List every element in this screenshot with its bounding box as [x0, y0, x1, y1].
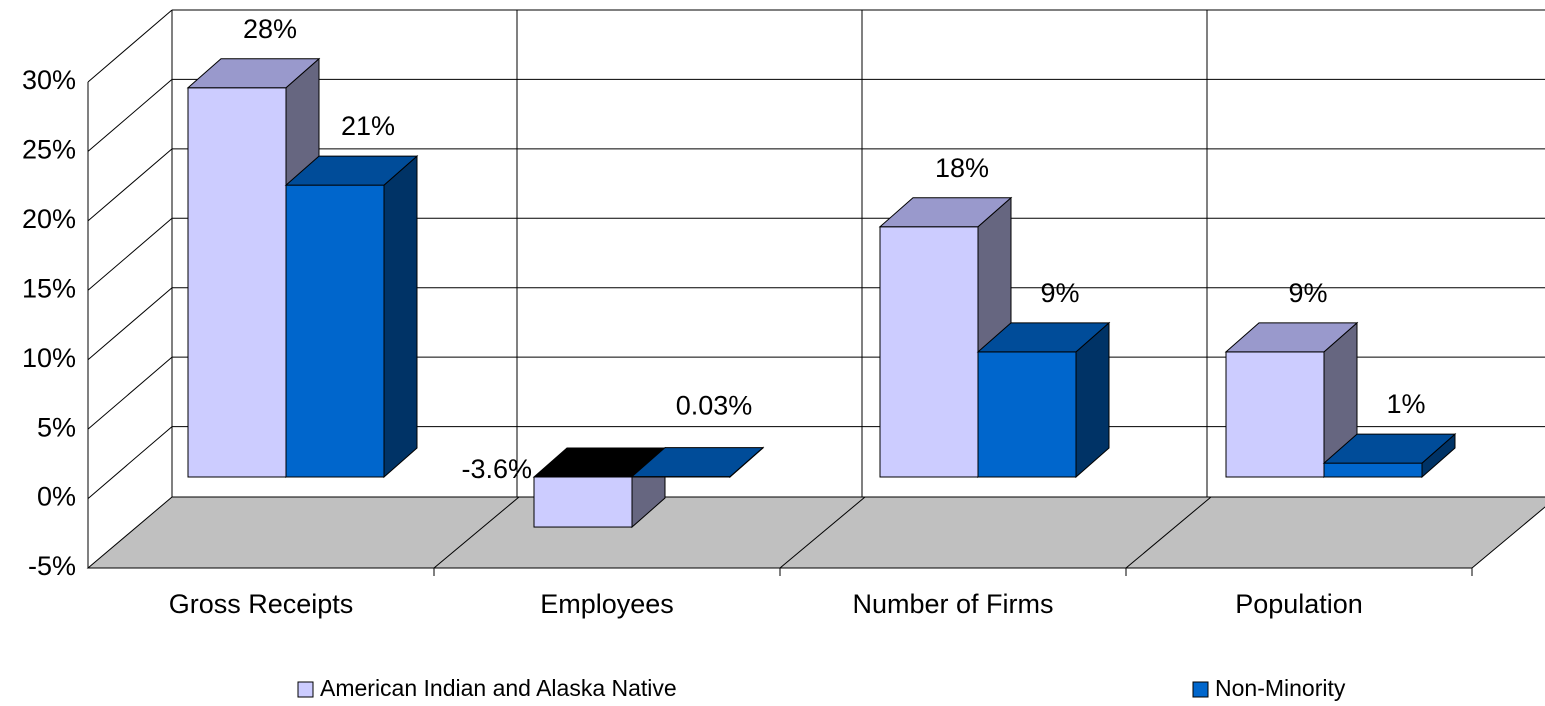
y-tick-label: 30% — [22, 65, 76, 95]
grid-line-side — [87, 356, 173, 430]
y-tick-label: 10% — [22, 343, 76, 373]
legend-swatch — [297, 681, 314, 698]
value-label: 0.03% — [676, 391, 753, 421]
y-tick-label: 20% — [22, 204, 76, 234]
bar-top — [284, 155, 419, 186]
y-tick-label: 15% — [22, 273, 76, 303]
value-label: 9% — [1288, 278, 1327, 308]
value-label: 1% — [1386, 389, 1425, 419]
x-tick-label: Employees — [540, 589, 674, 619]
x-tick-label: Population — [1235, 589, 1363, 619]
floor — [86, 496, 1545, 569]
bar-front — [1323, 462, 1423, 478]
bar-top — [878, 197, 1013, 228]
legend-label: Non-Minority — [1215, 675, 1346, 701]
bar-front — [285, 184, 385, 478]
grid-line-side — [87, 79, 173, 152]
legend-label: American Indian and Alaska Native — [320, 675, 677, 701]
bar-front — [1225, 351, 1325, 478]
x-tick-label: Gross Receipts — [169, 589, 354, 619]
bar-top — [186, 58, 321, 89]
grid-line-side — [87, 148, 173, 222]
bar-front — [977, 351, 1077, 478]
value-label: 18% — [935, 153, 989, 183]
bar-front — [187, 87, 287, 478]
y-tick-label: 25% — [22, 135, 76, 165]
value-label: 21% — [341, 111, 395, 141]
bar-front — [879, 226, 979, 478]
bar-top — [1322, 433, 1457, 464]
grid-line-side — [87, 426, 173, 499]
y-tick-label: -5% — [28, 551, 76, 581]
grid-line-side — [87, 287, 173, 361]
value-label: -3.6% — [461, 454, 532, 484]
y-tick-label: 0% — [37, 482, 76, 512]
category-separators — [433, 10, 1473, 576]
bar-top — [976, 322, 1111, 353]
y-tick-label: 5% — [37, 412, 76, 442]
value-label: 9% — [1040, 278, 1079, 308]
grid-line-side — [87, 9, 173, 83]
bar-top — [630, 447, 765, 478]
x-tick-label: Number of Firms — [852, 589, 1053, 619]
value-label: 28% — [243, 14, 297, 44]
bar-front — [533, 476, 633, 528]
legend-swatch — [1192, 681, 1209, 698]
bar-top — [1224, 322, 1359, 353]
grid-line-side — [87, 217, 173, 291]
bar-side — [383, 154, 418, 479]
